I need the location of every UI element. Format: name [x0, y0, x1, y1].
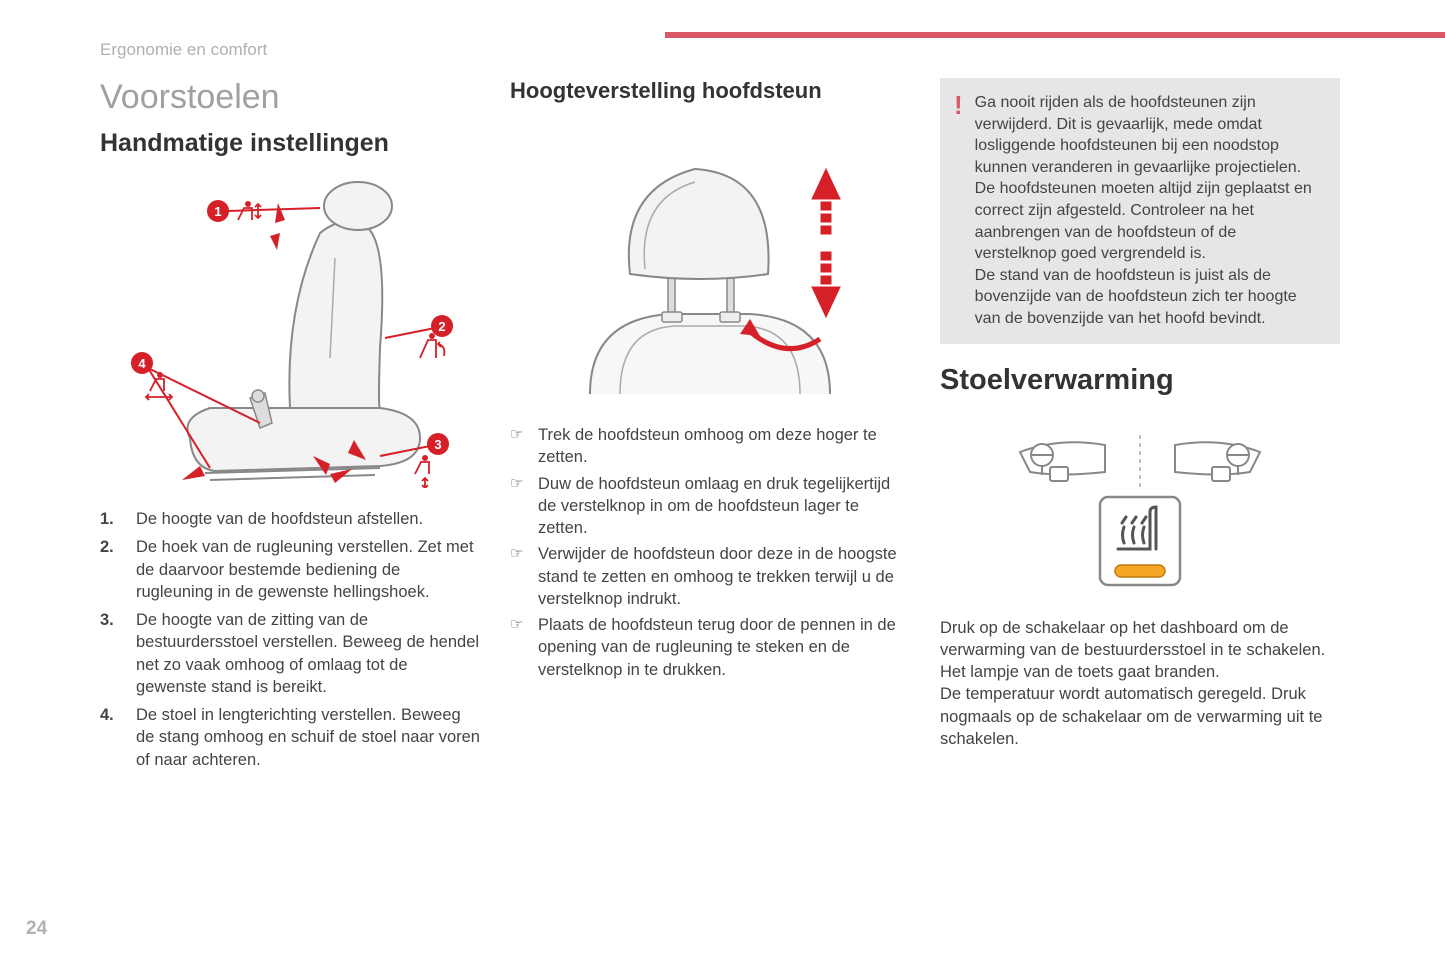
heating-text: Druk op de schakelaar op het dashboard o… [940, 617, 1340, 751]
item-text: De stoel in lengterichting verstellen. B… [136, 704, 480, 771]
page-number: 24 [26, 918, 47, 940]
seat-diagram-svg: 1 2 [120, 178, 460, 488]
item-number: 3. [100, 609, 136, 698]
seat-adjustment-diagram: 1 2 [100, 178, 480, 488]
list-item: 3.De hoogte van de zitting van de bestuu… [100, 609, 480, 698]
warning-text: Ga nooit rijden als de hoofdsteunen zijn… [975, 92, 1322, 330]
svg-text:2: 2 [438, 319, 445, 334]
list-item: 4.De stoel in lengterichting verstellen.… [100, 704, 480, 771]
headrest-instructions: Trek de hoofdsteun omhoog om deze hoger … [510, 424, 910, 681]
heating-diagram [940, 417, 1340, 597]
heating-svg [990, 417, 1290, 597]
svg-text:3: 3 [434, 437, 441, 452]
instruction-item: Plaats de hoofdsteun terug door de penne… [510, 614, 910, 681]
manual-page: Ergonomie en comfort Voorstoelen Handmat… [0, 0, 1445, 807]
warning-box: ! Ga nooit rijden als de hoofdsteunen zi… [940, 78, 1340, 344]
instruction-item: Trek de hoofdsteun omhoog om deze hoger … [510, 424, 910, 469]
item-text: De hoogte van de zitting van de bestuurd… [136, 609, 480, 698]
breadcrumb: Ergonomie en comfort [100, 40, 1345, 60]
item-number: 4. [100, 704, 136, 771]
headrest-title: Hoogteverstelling hoofdsteun [510, 78, 910, 104]
page-columns: Voorstoelen Handmatige instellingen [100, 78, 1345, 777]
svg-text:1: 1 [214, 204, 221, 219]
heating-title: Stoelverwarming [940, 364, 1340, 397]
column-middle: Hoogteverstelling hoofdsteun [510, 78, 910, 777]
adjustment-list: 1.De hoogte van de hoofdsteun afstellen.… [100, 508, 480, 771]
item-number: 2. [100, 536, 136, 603]
section-subtitle: Handmatige instellingen [100, 129, 480, 158]
list-item: 2.De hoek van de rugleuning verstellen. … [100, 536, 480, 603]
item-text: De hoogte van de hoofdsteun afstellen. [136, 508, 423, 530]
list-item: 1.De hoogte van de hoofdsteun afstellen. [100, 508, 480, 530]
headrest-svg [550, 144, 870, 394]
instruction-item: Verwijder de hoofdsteun door deze in de … [510, 543, 910, 610]
svg-text:4: 4 [138, 356, 146, 371]
headrest-diagram [510, 144, 910, 394]
instruction-item: Duw de hoofdsteun omlaag en druk tegelij… [510, 473, 910, 540]
item-text: De hoek van de rugleuning verstellen. Ze… [136, 536, 480, 603]
column-left: Voorstoelen Handmatige instellingen [100, 78, 480, 777]
warning-icon: ! [954, 92, 963, 330]
item-number: 1. [100, 508, 136, 530]
page-title: Voorstoelen [100, 78, 480, 117]
column-right: ! Ga nooit rijden als de hoofdsteunen zi… [940, 78, 1340, 777]
